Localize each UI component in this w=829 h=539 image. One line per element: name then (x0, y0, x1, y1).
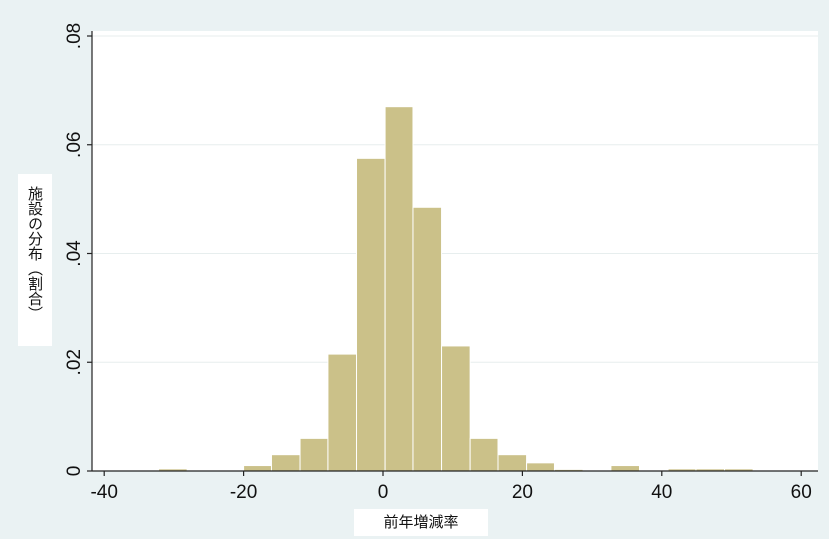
histogram-bar (441, 345, 471, 472)
x-tick-label: -40 (90, 482, 117, 503)
y-tick-label: .02 (64, 349, 85, 375)
histogram-bar (497, 454, 528, 472)
x-tick-label: 0 (378, 482, 389, 503)
histogram-bar (384, 106, 414, 472)
x-tick-label: -20 (230, 482, 257, 503)
x-tick-label: 20 (512, 482, 533, 503)
x-axis-label: 前年増減率 (383, 513, 459, 531)
histogram-bar (356, 157, 386, 472)
x-axis-label-box (354, 509, 488, 536)
histogram-bar (526, 462, 555, 472)
histogram-bar (469, 437, 499, 472)
histogram-bar (610, 465, 640, 472)
y-tick-label: .08 (64, 23, 85, 49)
histogram-bar (327, 353, 358, 472)
y-tick-label: .06 (64, 132, 85, 158)
y-tick-label: .04 (64, 240, 85, 267)
y-tick-label: 0 (64, 466, 85, 477)
y-axis-label: 施設の分布（割合） (26, 186, 44, 321)
histogram-bar (243, 465, 272, 472)
y-axis-label-box (18, 174, 52, 346)
x-tick-label: 60 (791, 482, 812, 503)
x-tick-label: 40 (651, 482, 672, 503)
histogram-bar (270, 454, 301, 472)
histogram-bar (412, 206, 443, 472)
histogram-bar (299, 437, 329, 472)
